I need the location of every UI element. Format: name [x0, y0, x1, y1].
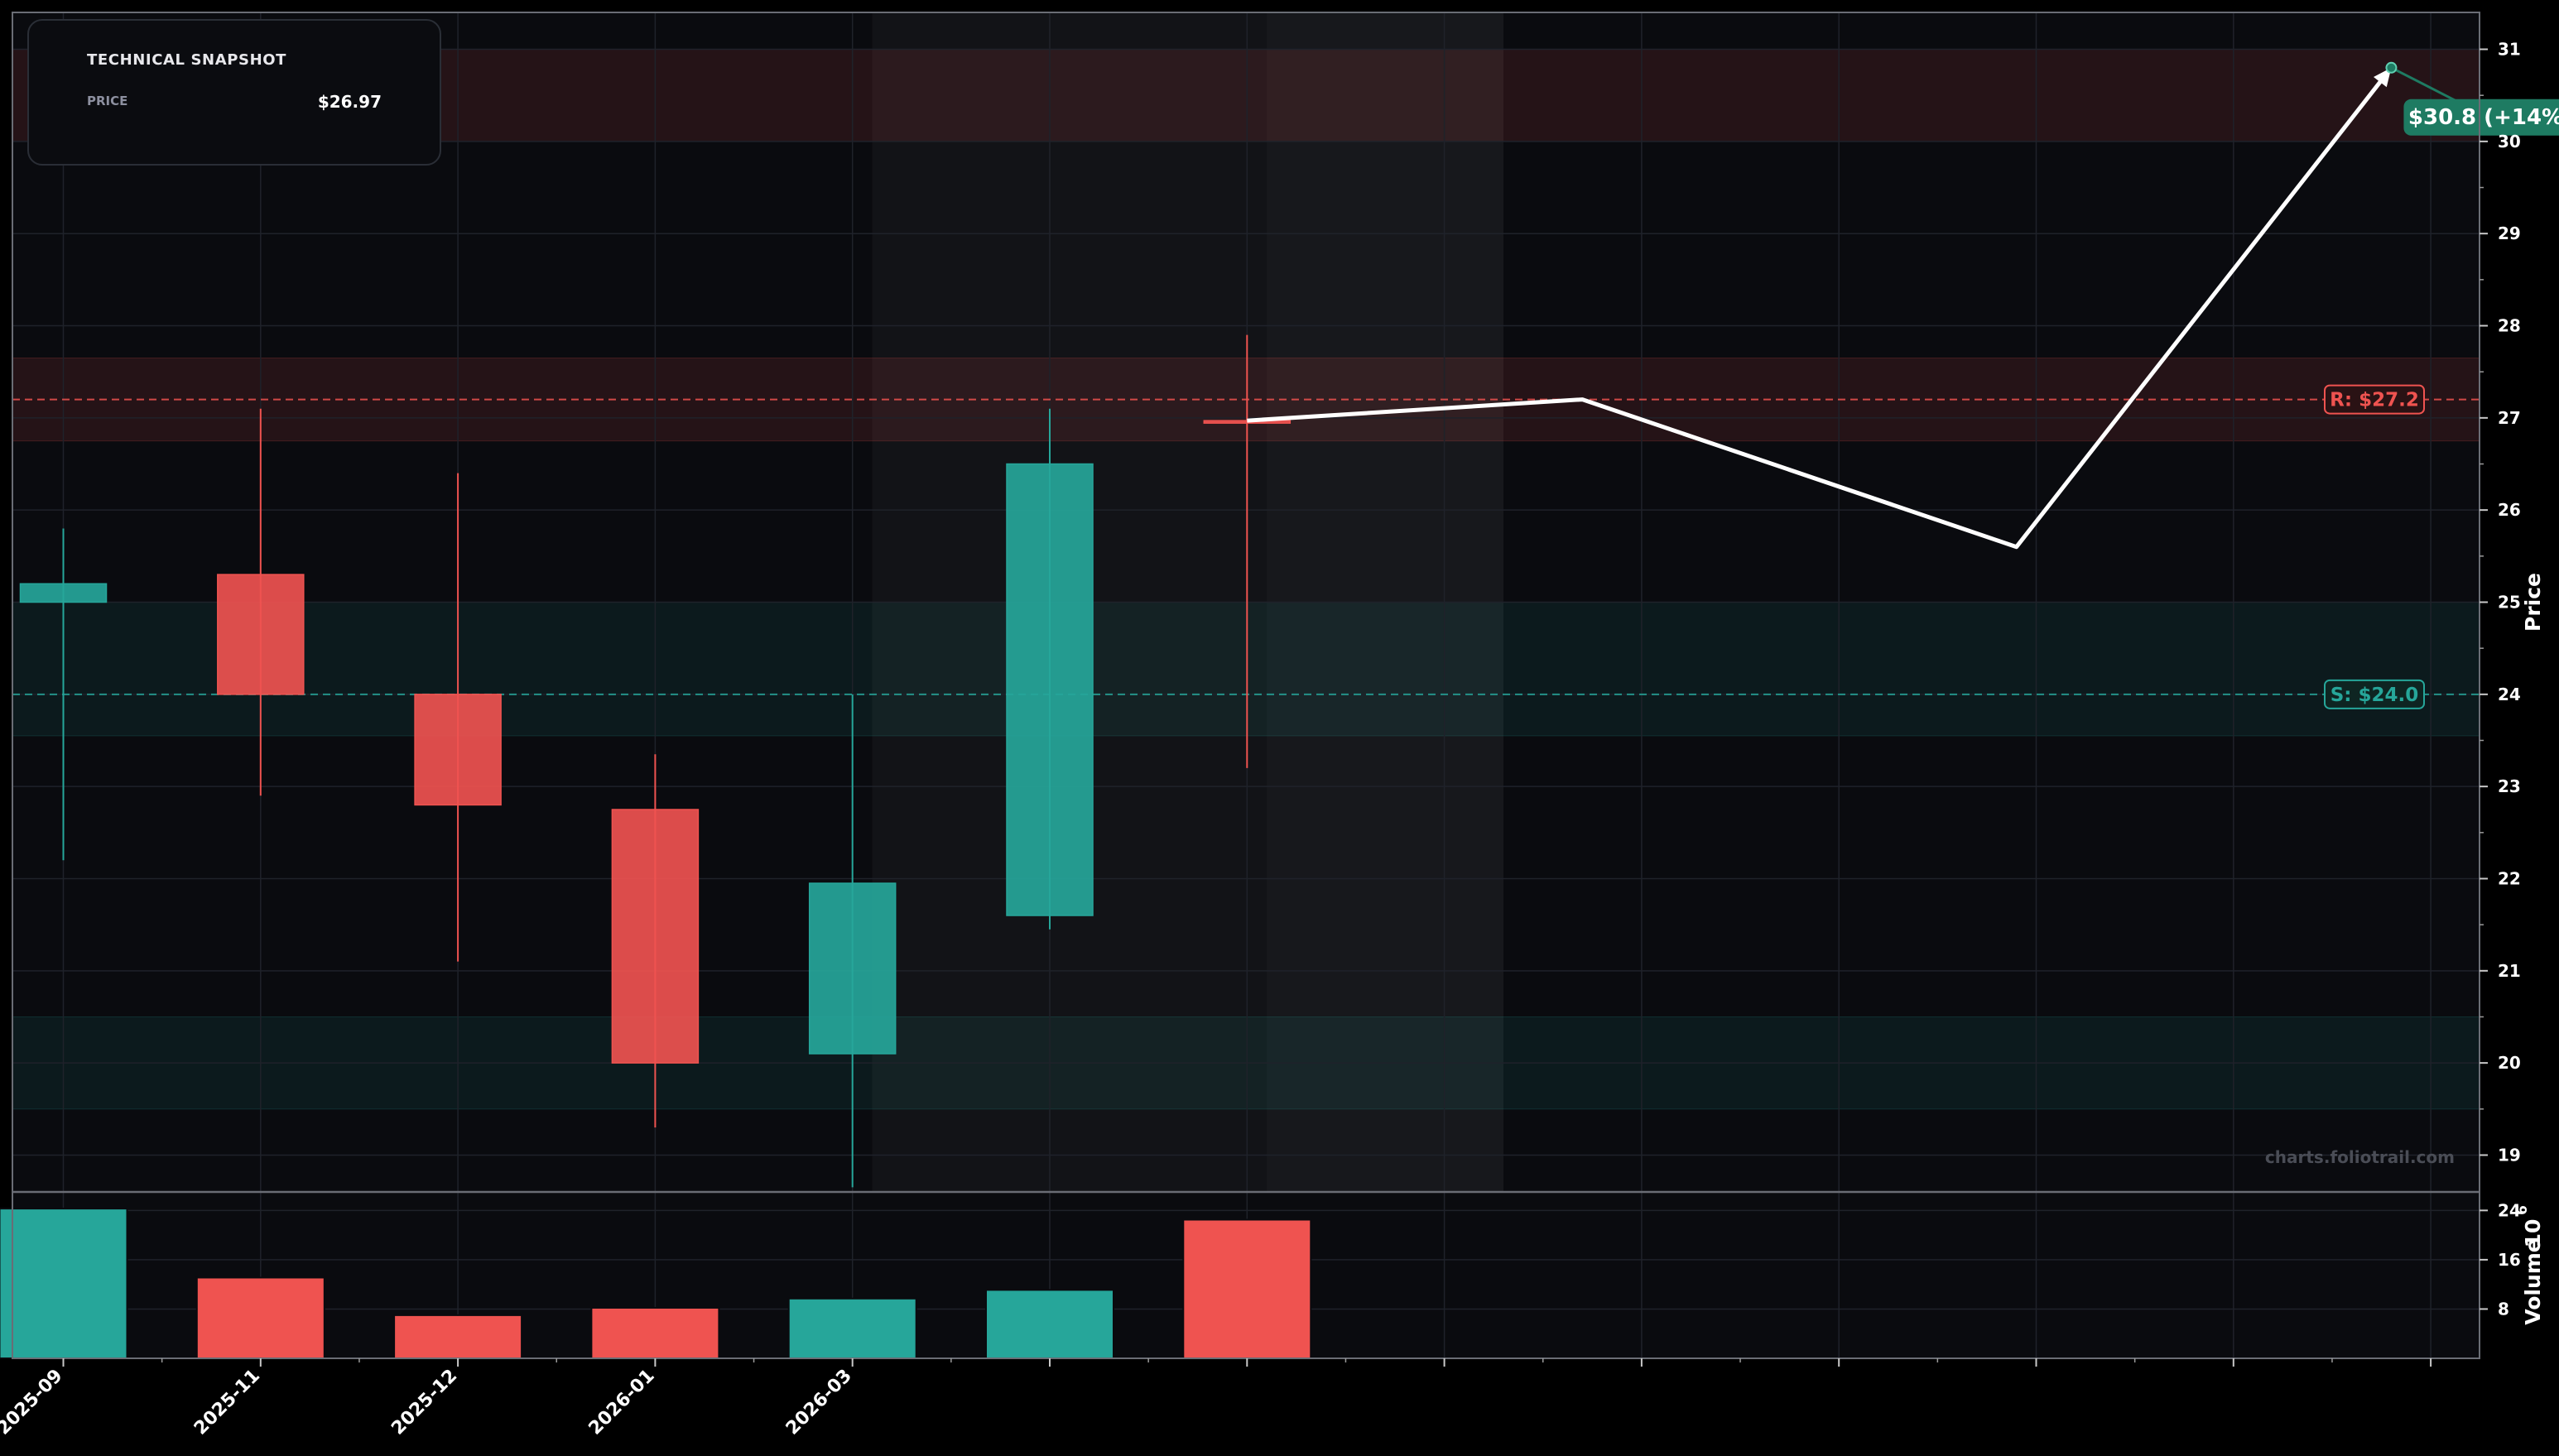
price-tick-label: 21: [2498, 961, 2521, 981]
volume-bar: [985, 1289, 1114, 1360]
price-tick-label: 29: [2498, 223, 2521, 243]
target-label: $30.8 (+14%): [2408, 105, 2559, 130]
volume-bar: [195, 1276, 325, 1360]
price-tick-label: 25: [2498, 593, 2521, 613]
candle-body: [1203, 420, 1292, 424]
volume-tick-label: 16: [2498, 1250, 2521, 1270]
volume-axis-exponent-power: 6: [2514, 1205, 2531, 1215]
snapshot-price-value: $26.97: [317, 92, 382, 112]
candle-body: [414, 694, 502, 806]
price-tick-label: 22: [2498, 868, 2521, 888]
price-tick-label: 30: [2498, 132, 2521, 151]
projection-line: [1247, 66, 2393, 550]
target-marker: [2385, 61, 2398, 74]
price-tick-label: 24: [2498, 685, 2521, 704]
volume-axis-exponent: 10: [2521, 1219, 2545, 1248]
volume-axis-label: Volume: [2521, 1238, 2545, 1325]
watermark: charts.foliotrail.com: [2265, 1147, 2455, 1167]
support-resistance-lines: R: $27.2 S: $24.0: [12, 384, 2480, 709]
candle-body: [1006, 463, 1094, 916]
price-tick-label: 28: [2498, 316, 2521, 336]
resistance-label: R: $27.2: [2330, 390, 2419, 411]
volume-tick-label: 24: [2498, 1200, 2521, 1220]
volume-tick-label: 8: [2498, 1299, 2509, 1319]
volume-bar: [393, 1314, 523, 1360]
plot-frame: [12, 12, 2480, 1359]
target-badge: [2403, 99, 2559, 136]
volume-bar: [590, 1306, 720, 1360]
price-tick-label: 19: [2498, 1145, 2521, 1165]
candle-body: [808, 882, 897, 1055]
price-tick-label: 23: [2498, 776, 2521, 796]
snapshot-price-label: PRICE: [87, 94, 128, 108]
projection-arrowhead: [2374, 67, 2392, 88]
volume-bar: [0, 1208, 128, 1359]
snapshot-title: TECHNICAL SNAPSHOT: [87, 51, 287, 69]
candlestick-series: [19, 334, 1292, 1188]
volume-bar: [787, 1297, 917, 1360]
price-tick-label: 31: [2498, 40, 2521, 60]
technical-snapshot-card: TECHNICAL SNAPSHOT PRICE $26.97: [27, 19, 441, 166]
price-tick-label: 27: [2498, 408, 2521, 428]
price-tick-label: 26: [2498, 500, 2521, 520]
candle-body: [217, 574, 305, 695]
projection-path: $30.8 (+14%): [1247, 61, 2559, 550]
support-zone-2: [12, 602, 2480, 737]
volume-bar: [1182, 1218, 1312, 1359]
resistance-badge: [2324, 384, 2425, 415]
candle-body: [19, 583, 108, 603]
support-label: S: $24.0: [2331, 685, 2419, 706]
price-tick-label: 20: [2498, 1053, 2521, 1073]
support-badge: [2324, 679, 2425, 709]
candle-body: [611, 809, 700, 1064]
target-connector: [2390, 66, 2460, 104]
price-axis-label: Price: [2521, 573, 2545, 632]
